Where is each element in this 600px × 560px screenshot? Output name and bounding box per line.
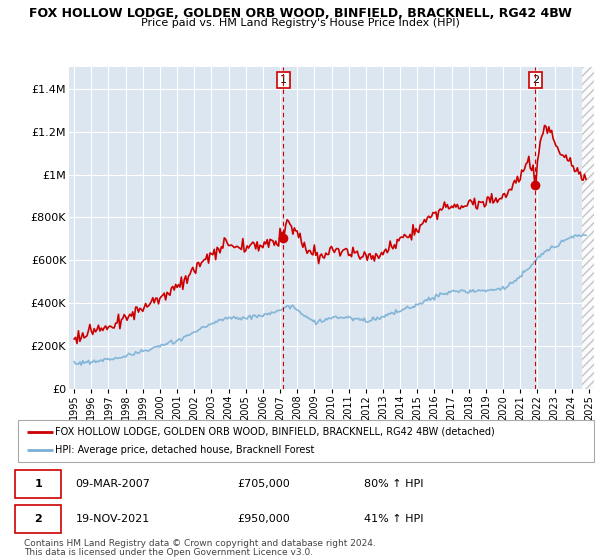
Text: HPI: Average price, detached house, Bracknell Forest: HPI: Average price, detached house, Brac…: [55, 445, 315, 455]
Text: £950,000: £950,000: [237, 515, 290, 524]
Text: Contains HM Land Registry data © Crown copyright and database right 2024.: Contains HM Land Registry data © Crown c…: [24, 539, 376, 548]
Text: FOX HOLLOW LODGE, GOLDEN ORB WOOD, BINFIELD, BRACKNELL, RG42 4BW (detached): FOX HOLLOW LODGE, GOLDEN ORB WOOD, BINFI…: [55, 427, 495, 437]
Text: 2: 2: [34, 515, 42, 524]
Text: FOX HOLLOW LODGE, GOLDEN ORB WOOD, BINFIELD, BRACKNELL, RG42 4BW: FOX HOLLOW LODGE, GOLDEN ORB WOOD, BINFI…: [29, 7, 571, 20]
Text: Price paid vs. HM Land Registry's House Price Index (HPI): Price paid vs. HM Land Registry's House …: [140, 18, 460, 28]
Text: 19-NOV-2021: 19-NOV-2021: [76, 515, 150, 524]
Text: £705,000: £705,000: [237, 479, 290, 489]
FancyBboxPatch shape: [15, 505, 61, 533]
Text: 1: 1: [34, 479, 42, 489]
Text: This data is licensed under the Open Government Licence v3.0.: This data is licensed under the Open Gov…: [24, 548, 313, 557]
FancyBboxPatch shape: [18, 420, 594, 462]
FancyBboxPatch shape: [15, 470, 61, 498]
Text: 80% ↑ HPI: 80% ↑ HPI: [364, 479, 423, 489]
Text: 1: 1: [280, 75, 287, 85]
Text: 41% ↑ HPI: 41% ↑ HPI: [364, 515, 423, 524]
Text: 09-MAR-2007: 09-MAR-2007: [76, 479, 151, 489]
Bar: [581, 67, 594, 389]
Text: 2: 2: [532, 75, 539, 85]
